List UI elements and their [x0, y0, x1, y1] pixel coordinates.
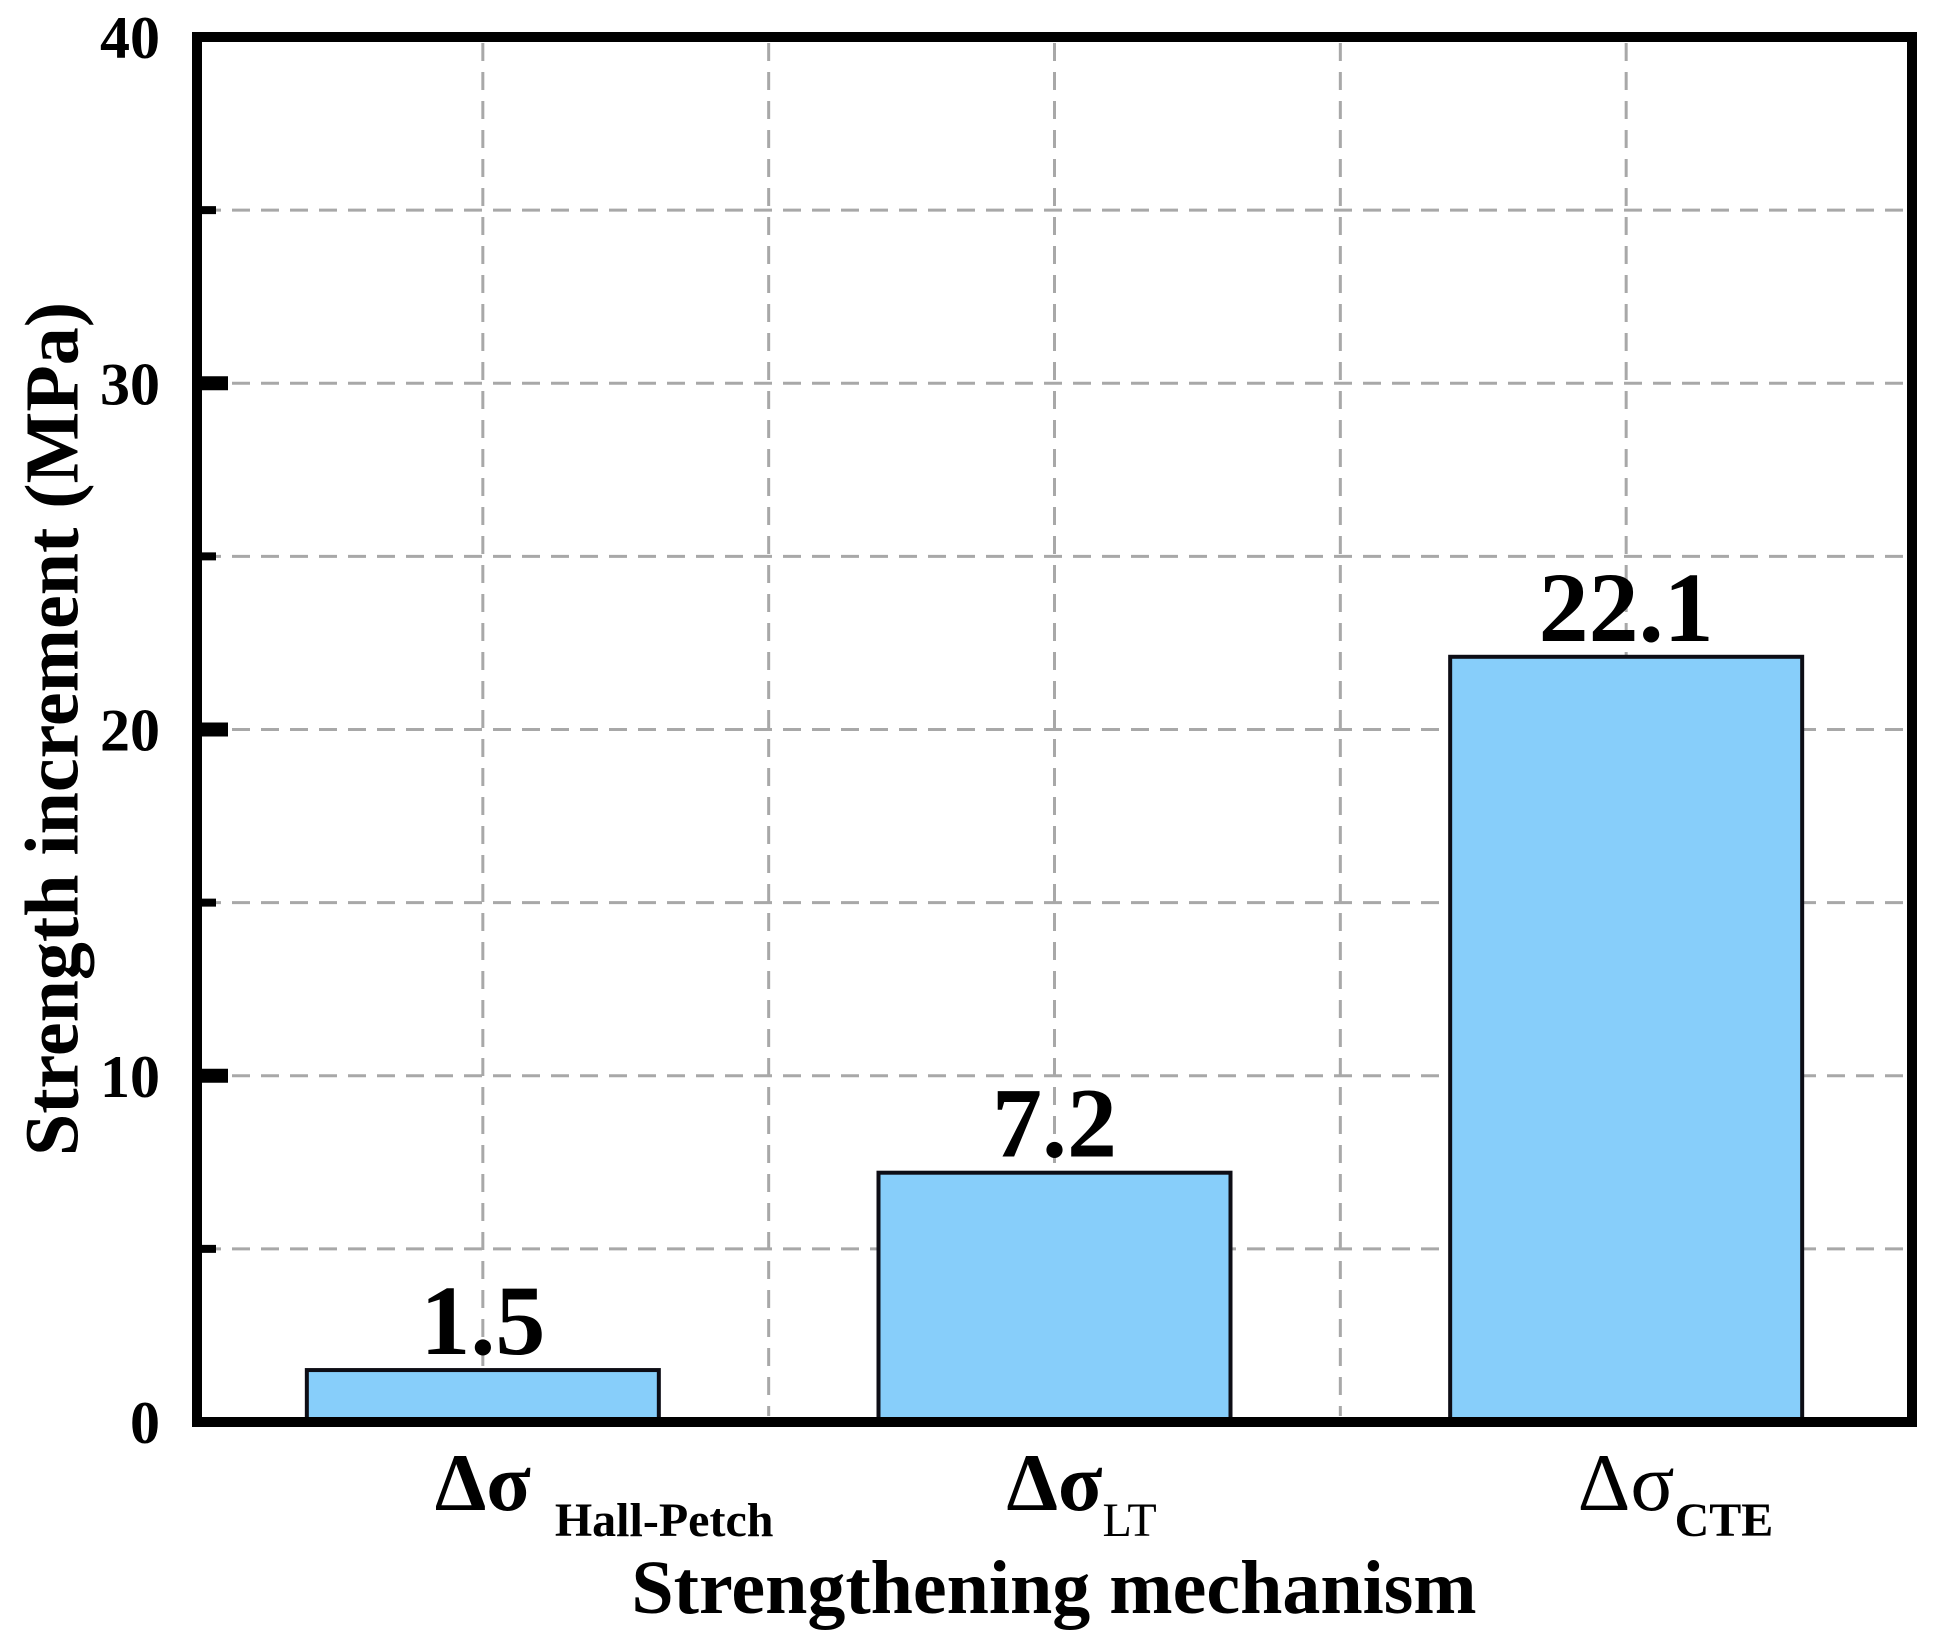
y-tick-label: 10: [100, 1044, 160, 1110]
category-label: ΔσCTE: [1577, 1437, 1774, 1545]
category-base: Δσ: [434, 1437, 531, 1528]
bar: [1448, 654, 1805, 1424]
category-subscript: CTE: [1674, 1494, 1774, 1547]
axis-frame: [192, 32, 1917, 1427]
y-tick-label: 0: [130, 1390, 160, 1456]
bar: [304, 1368, 661, 1424]
category-label: Δσ Hall-Petch: [434, 1437, 774, 1545]
bar: [876, 1170, 1233, 1424]
y-tick-label: 30: [100, 351, 160, 417]
bar-value-label: 7.2: [992, 1068, 1117, 1179]
y-tick-label: 40: [100, 5, 160, 71]
y-major-tick: [202, 1068, 228, 1083]
y-minor-tick: [202, 898, 216, 907]
category-subscript: Hall-Petch: [554, 1494, 774, 1547]
x-axis-title: Strengthening mechanism: [631, 1546, 1477, 1630]
y-major-tick: [202, 376, 228, 391]
y-axis-title: Strength increment (MPa): [10, 301, 95, 1157]
category-label: ΔσLT: [1006, 1437, 1157, 1545]
category-subscript: LT: [1102, 1494, 1157, 1547]
y-minor-tick: [202, 206, 216, 215]
category-base: Δσ: [1006, 1437, 1103, 1528]
y-tick-label: 20: [100, 698, 160, 764]
bar-value-label: 1.5: [420, 1265, 545, 1376]
y-minor-tick: [202, 552, 216, 561]
y-minor-tick: [202, 1244, 216, 1253]
bar-value-label: 22.1: [1539, 552, 1714, 663]
y-major-tick: [202, 722, 228, 737]
category-base: Δσ: [1577, 1437, 1675, 1528]
